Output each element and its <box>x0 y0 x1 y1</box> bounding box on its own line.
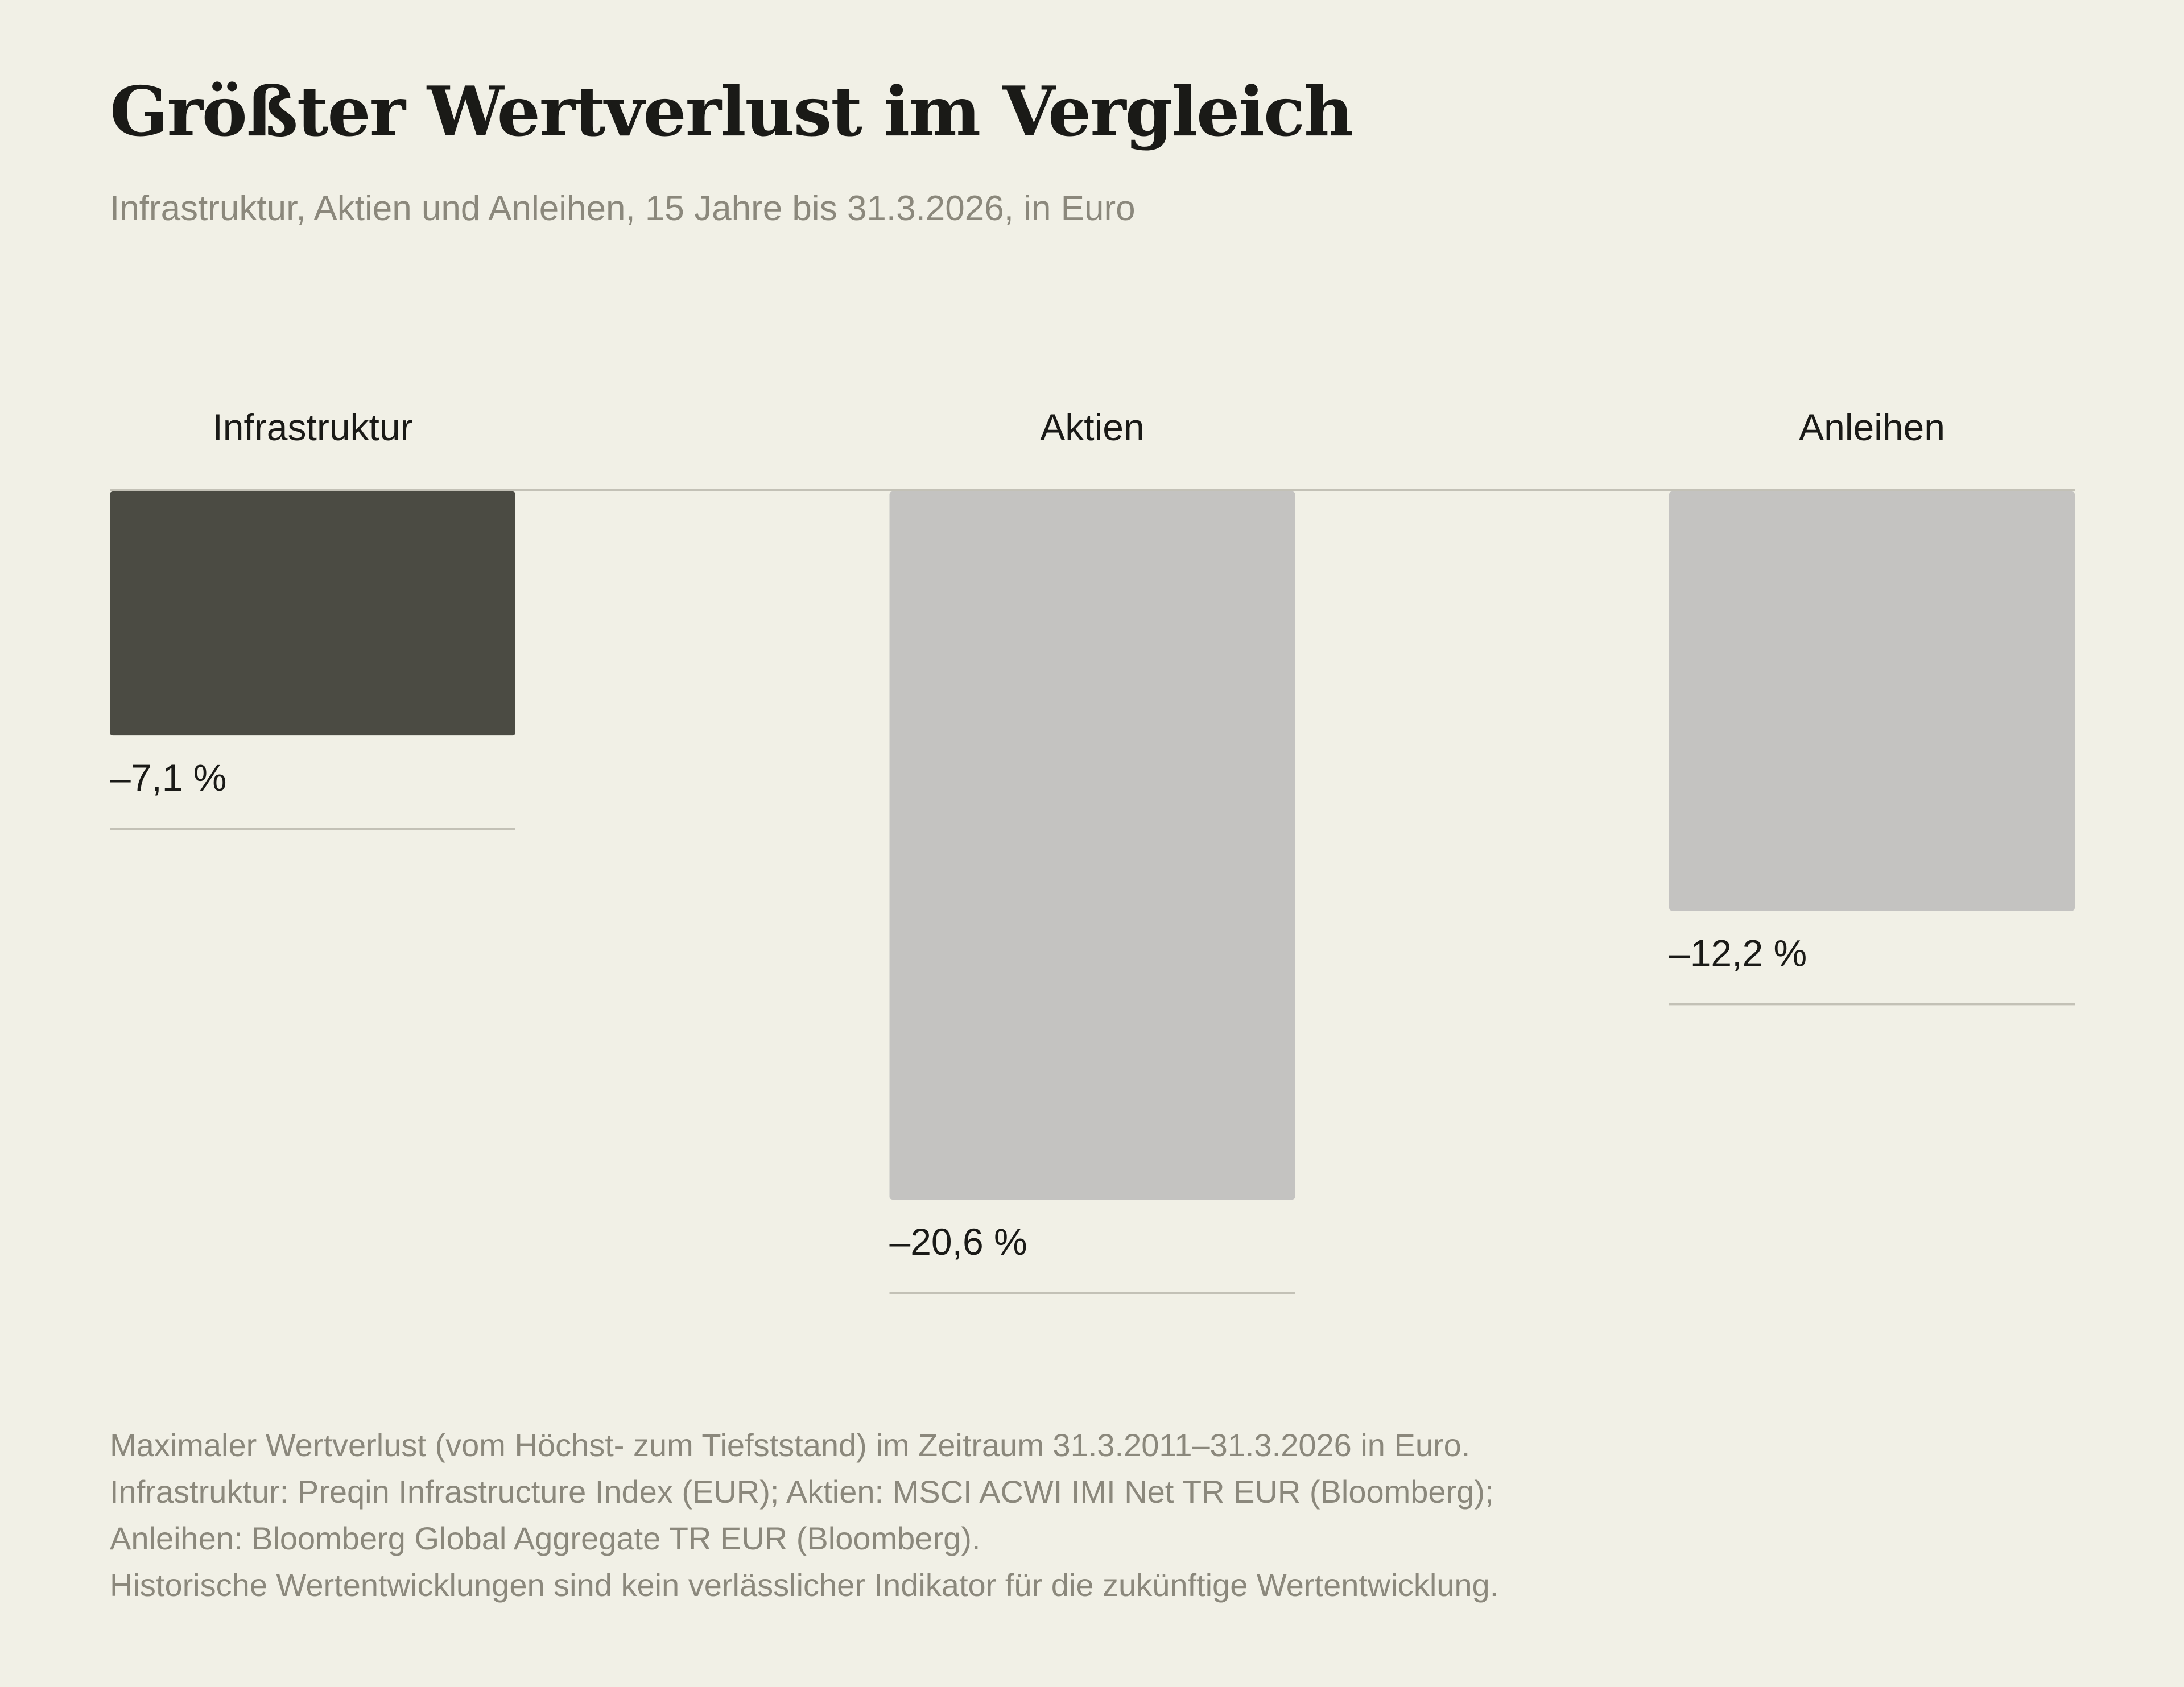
chart-subtitle: Infrastruktur, Aktien und Anleihen, 15 J… <box>110 189 1136 228</box>
value-label: –7,1 % <box>110 756 226 799</box>
category-label: Infrastruktur <box>212 406 412 448</box>
bar <box>1669 491 2075 911</box>
bar <box>889 491 1295 1200</box>
chart-title: Größter Wertverlust im Vergleich <box>110 72 1353 152</box>
bar <box>110 491 515 736</box>
category-label: Aktien <box>1040 406 1144 448</box>
footnote-line: Anleihen: Bloomberg Global Aggregate TR … <box>110 1520 981 1556</box>
value-label: –20,6 % <box>890 1221 1027 1263</box>
value-label: –12,2 % <box>1669 932 1807 974</box>
footnote-line: Maximaler Wertverlust (vom Höchst- zum T… <box>110 1427 1471 1463</box>
category-label: Anleihen <box>1799 406 1945 448</box>
footnotes: Maximaler Wertverlust (vom Höchst- zum T… <box>110 1422 1498 1609</box>
footnote-line: Historische Wertentwicklungen sind kein … <box>110 1567 1499 1603</box>
footnote-line: Infrastruktur: Preqin Infrastructure Ind… <box>110 1474 1494 1510</box>
